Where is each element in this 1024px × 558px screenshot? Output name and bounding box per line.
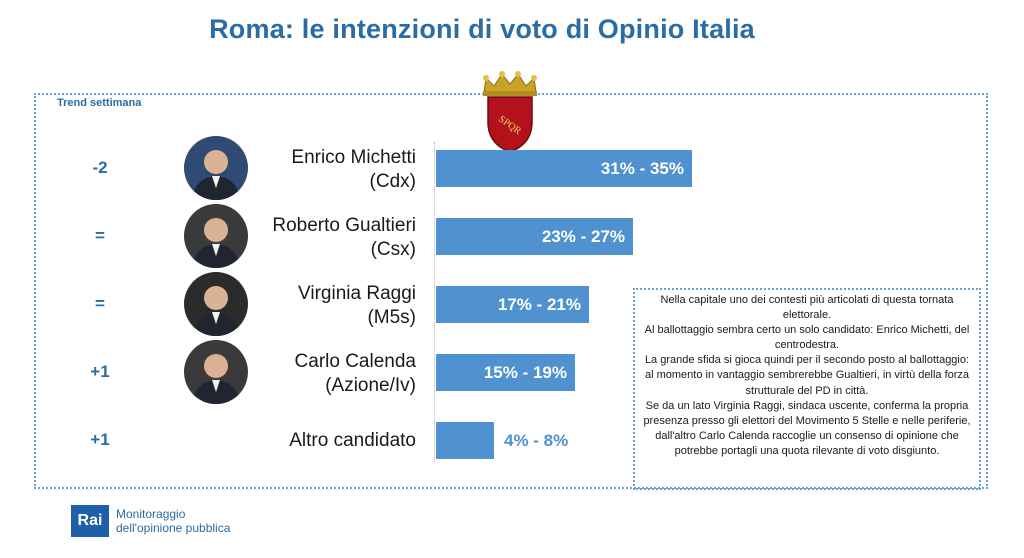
trend-value: = <box>95 294 105 313</box>
chart-bar <box>436 150 692 187</box>
candidate-name: Altro candidato <box>289 430 416 451</box>
candidate-name: Roberto Gualtieri (Csx) <box>240 214 416 262</box>
candidate-photo <box>184 204 248 268</box>
candidate-name-text: Virginia Raggi <box>298 283 416 304</box>
rome-spqr-crest-icon: SPQR <box>483 71 537 153</box>
footer-line-2: dell'opinione pubblica <box>116 521 231 535</box>
trend-value: +1 <box>90 362 110 381</box>
candidate-photo <box>184 340 248 404</box>
candidate-party: (Azione/Iv) <box>325 375 416 396</box>
chart-axis-line <box>434 142 435 462</box>
candidate-name: Virginia Raggi (M5s) <box>240 282 416 330</box>
trend-value: +1 <box>90 430 110 449</box>
candidate-photo <box>184 272 248 336</box>
footer-line-1: Monitoraggio <box>116 507 186 521</box>
candidate-name-text: Roberto Gualtieri <box>272 215 416 236</box>
note-paragraph: La grande sfida si gioca quindi per il s… <box>644 354 970 397</box>
candidate-name-text: Carlo Calenda <box>294 351 416 372</box>
footer-caption: Monitoraggio dell'opinione pubblica <box>116 507 230 535</box>
candidate-name: Enrico Michetti (Cdx) <box>240 146 416 194</box>
candidate-photo <box>184 136 248 200</box>
chart-bar <box>436 218 633 255</box>
candidate-party: (Cdx) <box>369 171 416 192</box>
bar-data-label: 31% - 35% <box>600 159 684 178</box>
trend-column-label: Trend settimana <box>57 97 142 109</box>
chart-bar <box>436 286 589 323</box>
note-paragraph: Nella capitale uno dei contesti più arti… <box>660 294 954 322</box>
candidate-party: (M5s) <box>367 307 416 328</box>
bar-data-label: 17% - 21% <box>497 295 581 314</box>
candidate-name-text: Enrico Michetti <box>291 147 416 168</box>
crown-icon <box>483 71 537 96</box>
trend-value: -2 <box>92 158 108 177</box>
chart-bar <box>436 422 494 459</box>
candidate-name: Carlo Calenda (Azione/Iv) <box>240 350 416 398</box>
page-title: Roma: le intenzioni di voto di Opinio It… <box>209 14 755 44</box>
commentary-box: Nella capitale uno dei contesti più arti… <box>633 288 981 490</box>
chart-bar <box>436 354 575 391</box>
note-paragraph: Se da un lato Virginia Raggi, sindaca us… <box>643 399 971 457</box>
bar-data-label: 15% - 19% <box>483 363 567 382</box>
note-paragraph: Al ballottaggio sembra certo un solo can… <box>644 324 970 352</box>
trend-value: = <box>95 226 105 245</box>
bar-data-label: 4% - 8% <box>504 431 569 450</box>
bar-data-label: 23% - 27% <box>541 227 625 246</box>
candidate-party: (Csx) <box>370 239 416 260</box>
rai-logo: Rai <box>71 505 109 537</box>
